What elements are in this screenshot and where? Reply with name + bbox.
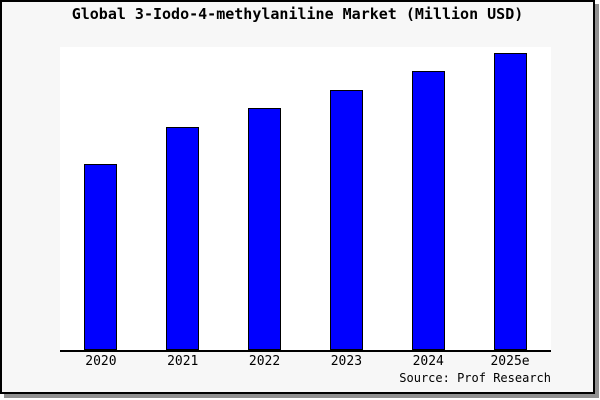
bar-slot-2021 [142, 47, 224, 350]
chart-title: Global 3-Iodo-4-methylaniline Market (Mi… [71, 5, 524, 23]
bar-slot-2025e [469, 47, 551, 350]
bar-2025e [493, 53, 527, 350]
x-axis-label-2020: 2020 [85, 354, 117, 369]
bar-slot-2022 [224, 47, 306, 350]
x-axis-label-2022: 2022 [248, 354, 281, 369]
bar-slot-2020 [60, 47, 142, 350]
bar-2020 [84, 164, 118, 350]
bar-2023 [329, 90, 363, 350]
bar-2024 [411, 71, 445, 350]
chart-frame: Global 3-Iodo-4-methylaniline Market (Mi… [0, 0, 595, 394]
x-axis-label-2021: 2021 [167, 354, 199, 369]
x-axis-label-2023: 2023 [330, 354, 363, 369]
plot-area [60, 47, 551, 352]
x-axis-label-2025e: 2025e [490, 354, 530, 369]
x-axis-labels: 2020 2021 2022 2023 2024 2025e [60, 354, 551, 369]
bar-slot-2023 [305, 47, 387, 350]
source-credit: Source: Prof Research [399, 371, 551, 385]
bar-2022 [248, 108, 282, 350]
bar-slot-2024 [387, 47, 469, 350]
x-axis-label-2024: 2024 [412, 354, 444, 369]
bar-2021 [166, 127, 200, 350]
